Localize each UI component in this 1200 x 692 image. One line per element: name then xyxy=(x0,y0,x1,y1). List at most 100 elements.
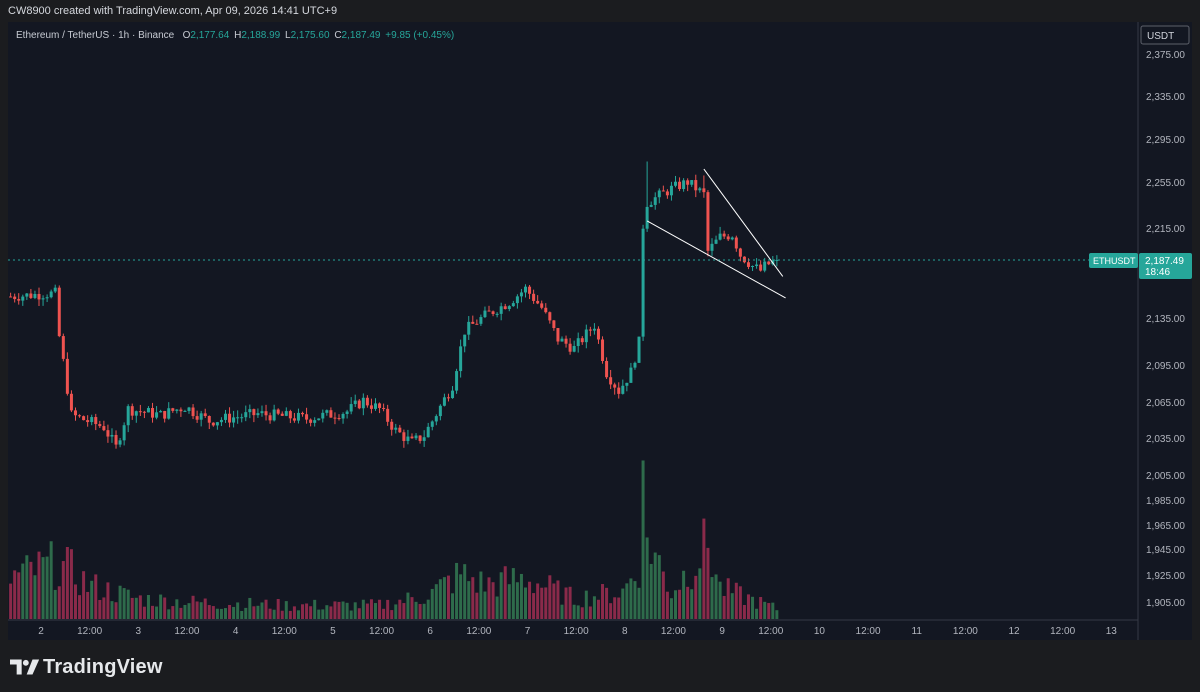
candle-body xyxy=(734,237,738,249)
symbol-legend[interactable]: Ethereum / TetherUS · 1h · Binance O2,17… xyxy=(16,30,456,41)
change-value: +9.85 (+0.45%) xyxy=(385,30,455,41)
price-tick-label: 2,065.00 xyxy=(1146,398,1185,409)
volume-bar xyxy=(361,599,365,619)
candle-body xyxy=(568,343,572,352)
candle-body xyxy=(645,206,649,229)
candlestick-chart[interactable]: USDT 2,375.00 2,335.00 2,295.00 2,255.00 2,2… xyxy=(8,22,1192,640)
volume-bar xyxy=(726,578,730,619)
volume-bar xyxy=(373,603,377,619)
volume-bar xyxy=(483,591,487,619)
price-axis-bg[interactable] xyxy=(1138,22,1192,620)
high-label: H xyxy=(234,30,242,41)
tradingview-brand[interactable]: TradingView xyxy=(10,655,163,679)
candle-body xyxy=(669,185,673,196)
time-tick-label: 12:00 xyxy=(953,626,978,637)
candle-body xyxy=(73,410,77,416)
volume-bar xyxy=(65,546,69,619)
volume-bar xyxy=(69,549,73,619)
candle-body xyxy=(134,411,138,416)
volume-bar xyxy=(187,603,191,619)
candle-body xyxy=(252,409,256,416)
volume-bar xyxy=(41,557,45,619)
price-tag[interactable]: ETHUSDT 2,187.49 18:46 xyxy=(1089,253,1192,279)
candle-body xyxy=(686,180,690,185)
volume-bar xyxy=(171,606,175,619)
volume-bar xyxy=(617,597,621,619)
candle-body xyxy=(244,412,248,418)
candle-body xyxy=(45,297,49,299)
volume-bar xyxy=(102,597,106,619)
volume-bar xyxy=(406,592,410,619)
volume-bar xyxy=(751,596,755,619)
price-tick-label: 2,135.00 xyxy=(1146,314,1185,325)
volume-bar xyxy=(305,603,309,619)
price-tag-value: 2,187.49 xyxy=(1145,256,1184,267)
volume-bar xyxy=(369,599,373,619)
volume-bar xyxy=(29,561,33,619)
candle-body xyxy=(207,415,211,423)
volume-bar xyxy=(430,588,434,619)
time-tick-label: 12:00 xyxy=(272,626,297,637)
volume-bar xyxy=(775,610,779,619)
volume-bar xyxy=(596,599,600,619)
candle-body xyxy=(755,264,759,267)
price-tick-label: 2,005.00 xyxy=(1146,471,1185,482)
candle-body xyxy=(398,427,402,433)
volume-bar xyxy=(199,602,203,619)
price-tick-label: 1,965.00 xyxy=(1146,521,1185,532)
volume-bar xyxy=(609,603,613,619)
time-tick-label: 13 xyxy=(1106,626,1118,637)
candle-body xyxy=(674,181,678,186)
volume-bar xyxy=(657,555,661,619)
volume-layer xyxy=(9,460,779,619)
volume-bar xyxy=(146,594,150,619)
price-tick-label: 2,035.00 xyxy=(1146,434,1185,445)
candle-body xyxy=(471,321,475,324)
volume-bar xyxy=(519,573,523,619)
candle-body xyxy=(357,400,361,409)
volume-bar xyxy=(633,581,637,619)
candle-body xyxy=(256,413,260,416)
volume-bar xyxy=(325,605,329,619)
volume-bar xyxy=(499,572,503,619)
volume-bar xyxy=(21,563,25,619)
candle-body xyxy=(98,424,102,427)
candle-body xyxy=(625,382,629,386)
candle-body xyxy=(463,334,467,347)
volume-bar xyxy=(661,571,665,619)
volume-bar xyxy=(503,566,507,619)
candle-body xyxy=(751,266,755,268)
volume-bar xyxy=(195,601,199,619)
chart-frame[interactable]: USDT 2,375.00 2,335.00 2,295.00 2,255.00 2,2… xyxy=(8,22,1192,640)
candle-body xyxy=(90,417,94,423)
volume-bar xyxy=(223,608,227,619)
tradingview-logo-icon xyxy=(10,659,40,675)
candle-body xyxy=(548,312,552,321)
candle-body xyxy=(406,436,410,441)
volume-bar xyxy=(524,587,527,619)
candle-body xyxy=(657,190,661,198)
candle-body xyxy=(219,419,223,423)
volume-bar xyxy=(25,555,29,619)
volume-bar xyxy=(378,599,382,619)
volume-bar xyxy=(256,605,260,619)
volume-bar xyxy=(179,607,183,619)
candle-body xyxy=(191,407,195,417)
candle-body xyxy=(706,192,710,251)
currency-box[interactable] xyxy=(1140,25,1190,45)
time-tick-label: 12:00 xyxy=(758,626,783,637)
candle-body xyxy=(187,407,191,411)
candle-body xyxy=(228,413,232,423)
candle-body xyxy=(341,413,345,419)
volume-bar xyxy=(329,606,333,619)
time-tick-label: 11 xyxy=(912,626,923,637)
candle-body xyxy=(110,434,114,437)
candle-body xyxy=(552,320,556,329)
falling-wedge-pattern[interactable] xyxy=(646,168,786,299)
candle-body xyxy=(588,329,592,331)
candle-body xyxy=(410,436,414,439)
close-label: C xyxy=(334,30,342,41)
volume-bar xyxy=(669,598,673,619)
volume-bar xyxy=(710,577,714,619)
volume-bar xyxy=(742,604,746,619)
